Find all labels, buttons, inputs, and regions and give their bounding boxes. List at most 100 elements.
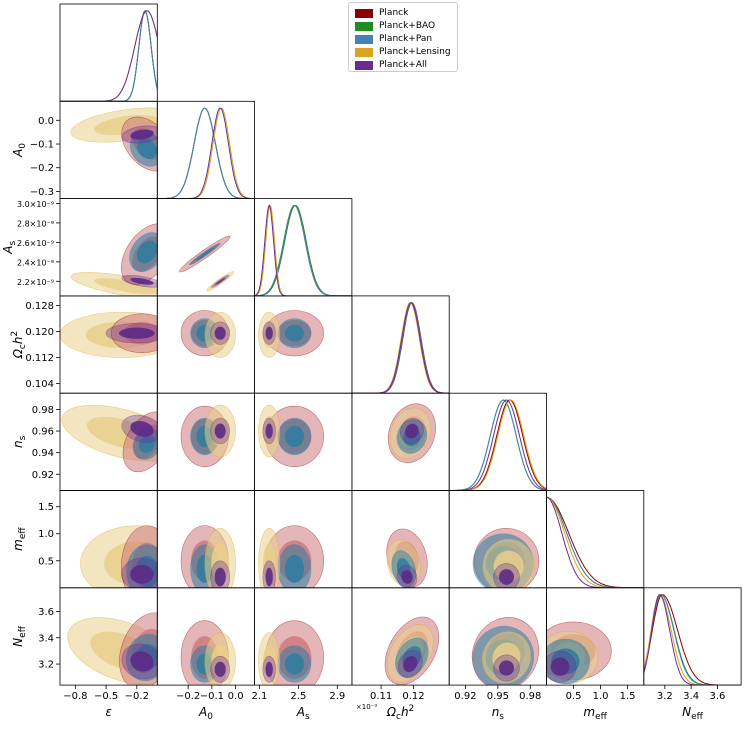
contour-panel-As-vs-epsilon bbox=[70, 223, 158, 296]
y-tick-label-A0: −0.1 bbox=[30, 140, 54, 151]
x-tick-label-Neff: 3.6 bbox=[709, 691, 725, 702]
marginal-panel-meff bbox=[546, 496, 644, 588]
y-axis-label-ns: ns bbox=[11, 435, 28, 448]
y-tick-label-meff: 1.0 bbox=[38, 529, 54, 540]
marginal-curve-planck bbox=[254, 204, 352, 296]
contour-68-planck-all bbox=[401, 570, 413, 584]
panel-frame-6-6 bbox=[643, 587, 742, 686]
y-axis-label-As: As bbox=[1, 240, 18, 254]
x-tick-label-epsilon: −0.5 bbox=[94, 691, 118, 702]
contour-panel-A0-vs-epsilon bbox=[70, 107, 158, 172]
panel-frame-5-5 bbox=[546, 490, 645, 589]
marginal-curve-planck-lensing bbox=[157, 107, 255, 199]
contour-68-planck-lensing bbox=[94, 278, 158, 295]
contour-68-planck-pan bbox=[195, 247, 214, 261]
x-axis-label-As: As bbox=[296, 705, 310, 722]
x-axis-label-ns: ns bbox=[492, 705, 505, 722]
y-tick-label-As: 3.0×10⁻⁹ bbox=[17, 200, 54, 209]
x-tick-label-omch2: 0.12 bbox=[402, 691, 424, 702]
contour-68-planck-pan bbox=[138, 434, 156, 454]
contour-68-planck-all bbox=[214, 423, 226, 439]
legend-label-planck-all: Planck+All bbox=[379, 60, 428, 70]
contour-panel-As-vs-A0 bbox=[179, 235, 235, 292]
marginal-panel-epsilon bbox=[60, 10, 158, 102]
x-tick-label-meff: 1.0 bbox=[593, 691, 609, 702]
contour-panel-meff-vs-As bbox=[258, 525, 324, 588]
marginal-curve-planck-all bbox=[254, 204, 352, 296]
contour-panel-ns-vs-As bbox=[258, 404, 324, 468]
x-axis-label-meff: meff bbox=[583, 705, 607, 722]
contour-panel-ns-vs-epsilon bbox=[61, 404, 158, 473]
y-tick-label-omch2: 0.120 bbox=[25, 327, 54, 338]
marginal-curve-planck-pan bbox=[546, 496, 644, 588]
y-tick-label-ns: 0.98 bbox=[32, 405, 54, 416]
y-tick-label-A0: −0.2 bbox=[30, 163, 54, 174]
x-tick-label-As: 2.5 bbox=[290, 691, 306, 702]
x-tick-label-A0: −0.1 bbox=[200, 691, 224, 702]
legend: Planck Planck+BAO Planck+Pan Planck+Lens… bbox=[348, 2, 458, 72]
marginal-curve-planck-lensing bbox=[254, 204, 352, 296]
x-tick-label-meff: 0.5 bbox=[566, 691, 582, 702]
contour-panel-ns-vs-A0 bbox=[180, 404, 236, 468]
y-axis-label-A0: A0 bbox=[11, 143, 28, 158]
x-tick-label-As: 2.1 bbox=[252, 691, 268, 702]
x-tick-label-ns: 0.98 bbox=[519, 691, 541, 702]
y-tick-label-meff: 1.5 bbox=[38, 502, 54, 513]
x-tick-label-Neff: 3.2 bbox=[657, 691, 673, 702]
contour-68-planck-all bbox=[265, 661, 273, 677]
legend-item-planck: Planck bbox=[355, 7, 408, 19]
panel-frame-2-2 bbox=[254, 198, 353, 297]
marginal-curve-planck bbox=[546, 496, 644, 588]
x-tick-label-A0: 0.0 bbox=[228, 691, 244, 702]
contour-68-planck-all bbox=[214, 326, 226, 340]
y-tick-label-omch2: 0.128 bbox=[25, 301, 54, 312]
contour-68-planck-all bbox=[265, 567, 273, 587]
contour-panel-meff-vs-epsilon bbox=[80, 525, 158, 588]
x-tick-label-ns: 0.92 bbox=[454, 691, 476, 702]
contour-panel-Neff-vs-ns bbox=[471, 617, 539, 686]
legend-swatch-planck-all bbox=[355, 60, 373, 70]
marginal-curve-planck-bao bbox=[60, 10, 158, 102]
legend-swatch-planck bbox=[355, 8, 373, 18]
legend-item-planck-lensing: Planck+Lensing bbox=[355, 46, 451, 58]
x-tick-label-meff: 1.5 bbox=[620, 691, 636, 702]
x-tick-label-A0: −0.2 bbox=[176, 691, 200, 702]
marginal-curve-planck-pan bbox=[254, 204, 352, 296]
marginal-panel-Neff bbox=[643, 594, 742, 686]
contour-panel-Neff-vs-meff bbox=[546, 621, 612, 685]
marginal-curve-planck-all bbox=[643, 594, 742, 686]
marginal-curve-planck bbox=[643, 594, 742, 686]
y-tick-label-As: 2.8×10⁻⁹ bbox=[17, 219, 54, 228]
x-tick-label-epsilon: −0.8 bbox=[63, 691, 87, 702]
contour-68-planck-all bbox=[265, 423, 273, 439]
y-tick-label-ns: 0.94 bbox=[32, 448, 54, 459]
contour-68-planck-all bbox=[118, 327, 155, 339]
x-tick-label-Neff: 3.4 bbox=[683, 691, 699, 702]
marginal-curve-planck-all bbox=[351, 302, 450, 394]
contour-68-planck-all bbox=[405, 423, 419, 439]
contour-panel-Neff-vs-As bbox=[258, 620, 324, 686]
contour-68-planck-all bbox=[265, 326, 273, 340]
x-tick-label-ns: 0.95 bbox=[487, 691, 509, 702]
panel-frame-2-1 bbox=[156, 198, 256, 297]
marginal-curve-planck-pan bbox=[449, 399, 547, 491]
y-tick-label-Neff: 3.4 bbox=[38, 633, 54, 644]
contour-panel-meff-vs-omch2 bbox=[386, 528, 428, 588]
marginal-panel-ns bbox=[449, 399, 547, 491]
y-tick-label-As: 2.4×10⁻⁹ bbox=[17, 258, 54, 267]
legend-label-planck-pan: Planck+Pan bbox=[379, 34, 433, 44]
contour-68-planck-all bbox=[130, 651, 154, 672]
legend-label-planck-lensing: Planck+Lensing bbox=[379, 47, 451, 57]
contour-68-planck-all bbox=[130, 277, 154, 285]
marginal-curve-planck-all bbox=[157, 107, 255, 199]
y-tick-label-ns: 0.92 bbox=[32, 470, 54, 481]
contour-68-planck-pan bbox=[284, 653, 305, 675]
contour-68-planck-pan bbox=[284, 324, 305, 342]
legend-swatch-planck-pan bbox=[355, 34, 373, 44]
contour-68-planck-pan bbox=[284, 425, 305, 448]
contour-68-planck-lensing bbox=[492, 642, 521, 673]
contour-panel-omch2-vs-A0 bbox=[180, 310, 236, 358]
legend-label-planck-bao: Planck+BAO bbox=[379, 21, 436, 31]
marginal-curve-planck-lensing bbox=[60, 10, 158, 102]
